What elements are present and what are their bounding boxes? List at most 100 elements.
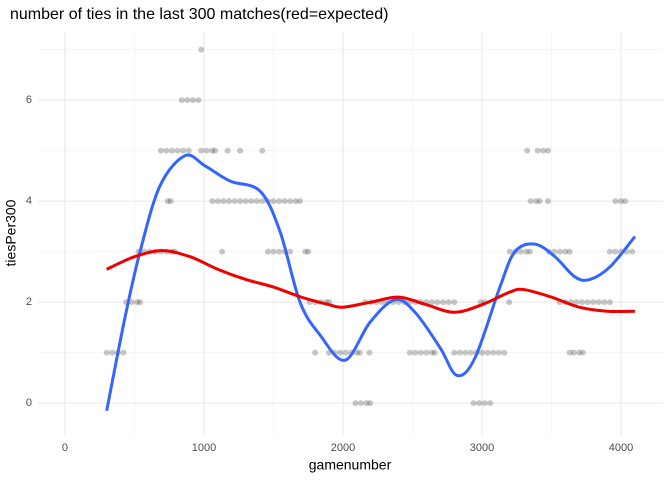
y-tick-label: 0 (26, 397, 32, 409)
point (428, 299, 435, 306)
point (264, 248, 271, 255)
point (618, 198, 625, 205)
x-tick-label: 2000 (331, 442, 355, 454)
point (576, 349, 583, 356)
point (287, 198, 294, 205)
point (406, 349, 413, 356)
point (363, 400, 370, 407)
point (612, 198, 619, 205)
x-tick-label: 3000 (470, 442, 494, 454)
point (579, 299, 586, 306)
point (451, 299, 458, 306)
point (253, 198, 260, 205)
point (302, 248, 309, 255)
point (440, 299, 447, 306)
point (566, 349, 573, 356)
point (629, 248, 636, 255)
point (584, 299, 591, 306)
point (366, 349, 373, 356)
point (534, 147, 541, 154)
y-tick-label: 6 (26, 94, 32, 106)
point (527, 198, 534, 205)
point (237, 198, 244, 205)
point (189, 97, 196, 104)
point (180, 147, 187, 154)
point (248, 198, 255, 205)
x-tick-label: 0 (62, 442, 68, 454)
point (120, 349, 127, 356)
point (231, 198, 238, 205)
point (506, 299, 513, 306)
point (103, 349, 110, 356)
point (184, 97, 191, 104)
point (358, 400, 365, 407)
point (198, 147, 205, 154)
point (353, 349, 360, 356)
point (501, 349, 508, 356)
point (209, 198, 216, 205)
point (276, 248, 283, 255)
point (203, 147, 210, 154)
point (214, 198, 221, 205)
point (573, 299, 580, 306)
point (462, 349, 469, 356)
point (128, 299, 135, 306)
point (178, 97, 185, 104)
point (287, 248, 294, 255)
point (337, 349, 344, 356)
x-tick-label: 4000 (609, 442, 633, 454)
smooth-line (105, 153, 637, 412)
point (412, 349, 419, 356)
point (590, 299, 597, 306)
point (562, 248, 569, 255)
x-axis-title: gamenumber (309, 457, 392, 473)
point (198, 46, 205, 53)
point (540, 147, 547, 154)
point (523, 248, 530, 255)
point (431, 349, 438, 356)
y-tick-label: 2 (26, 296, 32, 308)
point (536, 198, 543, 205)
point (595, 299, 602, 306)
point (356, 349, 363, 356)
point (367, 400, 374, 407)
point (451, 349, 458, 356)
point (305, 248, 312, 255)
point (226, 198, 233, 205)
point (524, 147, 531, 154)
point (352, 400, 359, 407)
point (209, 147, 216, 154)
point (237, 147, 244, 154)
point (137, 299, 144, 306)
point (601, 299, 608, 306)
y-tick-label: 4 (26, 195, 32, 207)
x-tick-label: 1000 (192, 442, 216, 454)
point (445, 299, 452, 306)
point (533, 198, 540, 205)
point (517, 248, 524, 255)
point (169, 147, 176, 154)
point (490, 349, 497, 356)
point (292, 198, 299, 205)
point (622, 198, 629, 205)
point (456, 349, 463, 356)
point (342, 349, 349, 356)
point (526, 248, 533, 255)
chart-title: number of ties in the last 300 matches(r… (10, 6, 388, 23)
point (109, 349, 116, 356)
point (487, 400, 494, 407)
point (296, 198, 303, 205)
point (506, 248, 513, 255)
point (470, 400, 477, 407)
point (545, 147, 552, 154)
point (606, 248, 613, 255)
point (479, 349, 486, 356)
point (195, 97, 202, 104)
point (185, 147, 192, 154)
point (566, 248, 573, 255)
point (481, 400, 488, 407)
smooth-line (106, 249, 635, 314)
point (579, 349, 586, 356)
point (270, 198, 277, 205)
point (467, 349, 474, 356)
